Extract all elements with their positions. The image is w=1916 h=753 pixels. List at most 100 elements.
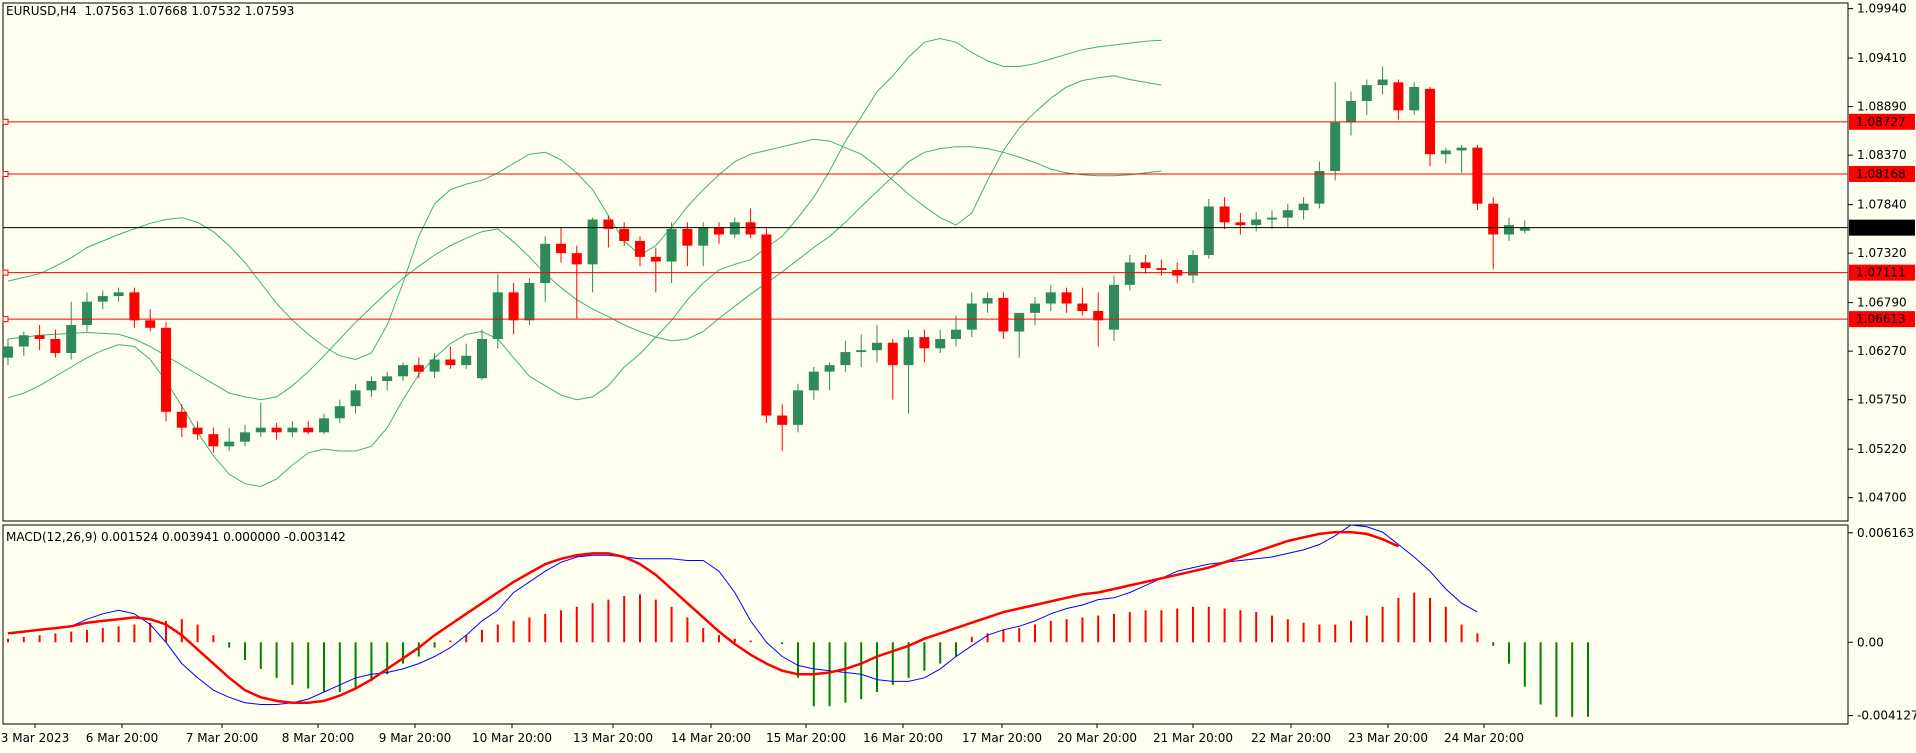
price-y-tick-label: 1.08890 (1857, 100, 1907, 114)
bollinger-bands (7, 37, 1162, 488)
candle-body (445, 359, 456, 366)
candle (524, 278, 535, 325)
hline-anchor (2, 118, 9, 125)
hline-label: 1.06613 (1856, 312, 1906, 326)
price-chart-header: EURUSD,H4 1.07563 1.07668 1.07532 1.0759… (6, 4, 294, 18)
ohlc-values: 1.07563 1.07668 1.07532 1.07593 (84, 4, 295, 18)
candle (919, 329, 930, 363)
candle (492, 273, 503, 349)
candle (619, 222, 630, 246)
candle (1061, 287, 1072, 313)
candle (666, 222, 677, 283)
candle-body (1519, 227, 1530, 231)
price-y-tick-label: 1.06270 (1857, 344, 1907, 358)
candle-body (808, 371, 819, 391)
candle-body (793, 390, 803, 425)
candle (319, 413, 329, 435)
bollinger-upper-line (7, 75, 1162, 361)
candle (1188, 250, 1198, 283)
hline-anchor (2, 269, 9, 276)
candle (161, 322, 171, 422)
symbol-label: EURUSD,H4 (6, 4, 77, 18)
hline-label: 1.08727 (1856, 115, 1906, 129)
candle (840, 340, 851, 372)
candle-body (1109, 284, 1119, 330)
candle (698, 222, 709, 267)
hline-label-bg (1849, 311, 1915, 328)
candle-body (477, 339, 487, 379)
candle-body (192, 427, 203, 435)
candle (903, 329, 914, 414)
candle-body (1251, 219, 1262, 226)
x-tick-label: 7 Mar 20:00 (186, 731, 259, 745)
candle-body (1282, 210, 1293, 218)
candle-body (982, 297, 993, 304)
candle-body (666, 228, 677, 262)
candle-body (1030, 303, 1040, 313)
candle-body (1093, 311, 1104, 321)
x-tick-label: 13 Mar 20:00 (573, 731, 653, 745)
candle-body (366, 381, 377, 391)
candle-body (82, 301, 92, 325)
macd-y-tick-label: 0.006163 (1857, 526, 1914, 540)
candle-body (129, 292, 140, 321)
price-y-tick-label: 1.09410 (1857, 51, 1907, 65)
candle (1235, 213, 1246, 235)
candle (192, 421, 203, 440)
candle (935, 329, 946, 353)
candle-body (1298, 203, 1309, 211)
candle-body (1124, 262, 1135, 285)
price-panel-frame (2, 2, 1849, 522)
candle (1251, 212, 1262, 232)
x-tick-label: 8 Mar 20:00 (282, 731, 355, 745)
candle (287, 421, 298, 437)
candle (1440, 147, 1451, 164)
candle (334, 399, 345, 423)
candle (255, 402, 266, 437)
price-y-tick-label: 1.07320 (1857, 246, 1907, 260)
macd-histogram (7, 592, 1589, 717)
candle (1472, 144, 1483, 211)
candle-body (66, 325, 77, 353)
candle (714, 222, 724, 244)
candle (224, 427, 235, 451)
candle (1156, 259, 1167, 276)
bollinger-middle-line (7, 146, 1162, 401)
candle (445, 346, 456, 369)
candle (587, 217, 598, 293)
candle (382, 371, 393, 391)
candle (1314, 161, 1325, 209)
candle (1519, 220, 1530, 234)
candle-body (682, 228, 693, 246)
hline-label: 1.07593 (1856, 221, 1906, 235)
candle (429, 353, 440, 379)
hline-label-bg (1849, 264, 1915, 281)
candle (1409, 82, 1420, 115)
candle-body (398, 365, 408, 377)
macd-y-tick-label: -0.004127 (1857, 709, 1916, 723)
candle-body (951, 329, 961, 339)
candle (34, 325, 45, 351)
candle (1030, 297, 1040, 325)
macd-panel-frame (2, 524, 1849, 725)
candle (1109, 275, 1119, 341)
candle-body (998, 297, 1009, 332)
x-tick-label: 14 Mar 20:00 (671, 731, 751, 745)
candle-body (777, 415, 788, 425)
candle (982, 292, 993, 313)
candle-body (224, 441, 235, 447)
price-y-tick-label: 1.05750 (1857, 393, 1907, 407)
signal-line (7, 530, 1399, 704)
candle-body (145, 320, 156, 328)
price-y-tick-label: 1.08370 (1857, 148, 1907, 162)
price-y-tick-label: 1.07840 (1857, 198, 1907, 212)
candle-body (429, 359, 440, 372)
candle (824, 362, 835, 391)
candle-body (50, 339, 61, 353)
x-tick-label: 6 Mar 20:00 (86, 731, 159, 745)
candle-body (1488, 203, 1499, 235)
candle (366, 376, 377, 397)
candle-body (603, 219, 614, 229)
